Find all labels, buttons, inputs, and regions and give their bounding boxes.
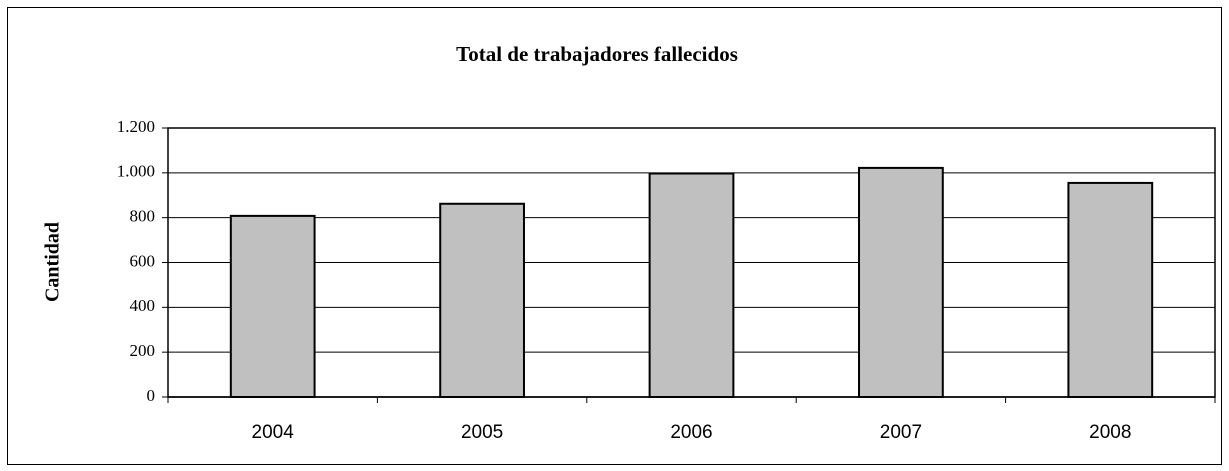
chart-frame	[7, 7, 1222, 465]
bar	[858, 166, 944, 398]
y-axis-label: Cantidad	[42, 222, 64, 302]
y-tick-label: 400	[130, 296, 156, 315]
y-tick-label: 0	[147, 386, 156, 405]
bar	[648, 172, 735, 398]
y-tick-label: 1.200	[117, 117, 155, 136]
y-tick-label: 800	[130, 207, 156, 226]
y-tick-label: 600	[130, 251, 156, 270]
x-tick-label: 2004	[252, 422, 295, 443]
x-tick-label: 2005	[461, 422, 503, 443]
chart-title: Total de trabajadores fallecidos	[456, 42, 738, 66]
x-tick-label: 2006	[670, 422, 712, 443]
y-tick-label: 200	[130, 341, 156, 360]
bar	[229, 214, 316, 398]
bar	[1067, 181, 1154, 398]
x-tick-label: 2007	[880, 422, 922, 443]
bar	[439, 202, 525, 398]
y-tick-label: 1.000	[117, 162, 155, 181]
x-tick-label: 2008	[1089, 422, 1131, 443]
